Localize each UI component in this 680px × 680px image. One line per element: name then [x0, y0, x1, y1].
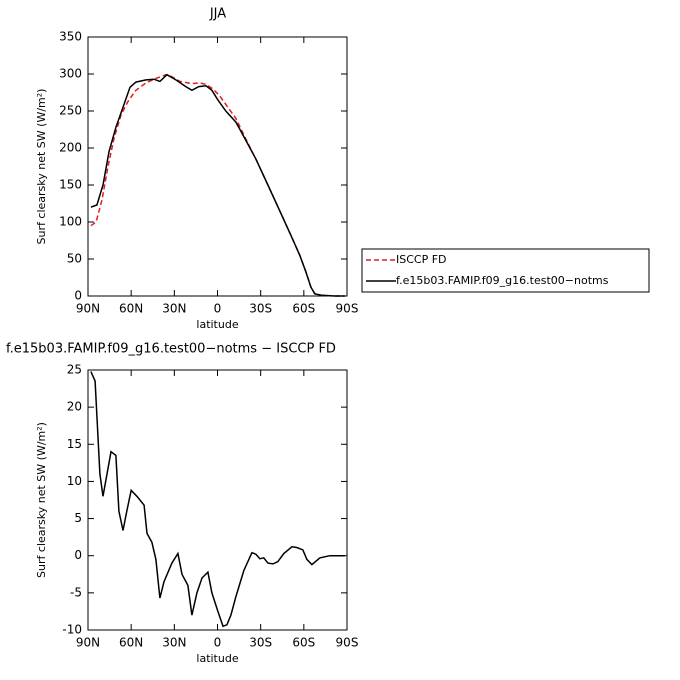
x-axis-label: latitude	[196, 318, 238, 331]
data-line	[90, 73, 345, 297]
plot-frame	[87, 369, 348, 631]
y-tick-label: -10	[62, 623, 82, 637]
y-tick-label: 200	[59, 141, 82, 155]
y-tick-label: 20	[67, 400, 82, 414]
data-line	[90, 73, 345, 297]
plot-frame	[87, 36, 348, 297]
legend-label: f.e15b03.FAMIP.f09_g16.test00−notms	[396, 274, 609, 287]
y-tick-label: 50	[67, 252, 82, 266]
x-tick-label: 30S	[249, 636, 272, 650]
chart-title: f.e15b03.FAMIP.f09_g16.test00−notms − IS…	[6, 342, 336, 357]
y-axis-label: Surf clearsky net SW (W/m²)	[35, 422, 48, 578]
x-tick-label: 30N	[162, 302, 186, 316]
x-tick-label: 60S	[292, 302, 315, 316]
x-tick-label: 90N	[76, 302, 100, 316]
y-tick-label: 150	[59, 178, 82, 192]
x-tick-label: 60N	[119, 636, 143, 650]
y-tick-label: 15	[67, 437, 82, 451]
y-tick-label: 100	[59, 215, 82, 229]
data-line	[90, 371, 345, 628]
y-tick-label: 0	[74, 289, 82, 303]
x-tick-label: 0	[214, 302, 222, 316]
x-tick-label: 90S	[336, 302, 359, 316]
y-tick-label: 250	[59, 104, 82, 118]
x-tick-label: 0	[214, 636, 222, 650]
x-tick-label: 60S	[292, 636, 315, 650]
x-tick-label: 30S	[249, 302, 272, 316]
x-tick-label: 60N	[119, 302, 143, 316]
y-tick-label: 350	[59, 30, 82, 44]
y-tick-label: 300	[59, 67, 82, 81]
y-tick-label: 25	[67, 363, 82, 377]
legend-box	[361, 248, 650, 293]
y-tick-label: -5	[70, 585, 82, 599]
chart-title: JJA	[209, 7, 226, 22]
legend-label: ISCCP FD	[396, 253, 447, 266]
y-axis-label: Surf clearsky net SW (W/m²)	[35, 89, 48, 245]
y-tick-label: 0	[74, 548, 82, 562]
x-axis-label: latitude	[196, 652, 238, 665]
y-tick-label: 10	[67, 474, 82, 488]
y-tick-label: 5	[74, 511, 82, 525]
x-tick-label: 30N	[162, 636, 186, 650]
x-tick-label: 90N	[76, 636, 100, 650]
x-tick-label: 90S	[336, 636, 359, 650]
